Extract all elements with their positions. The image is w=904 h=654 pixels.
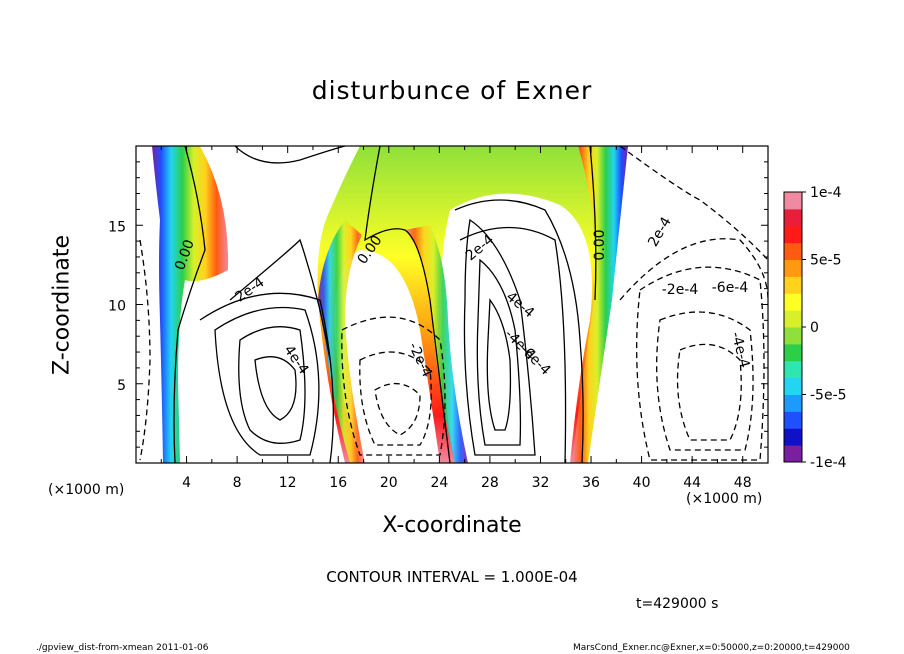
colorbar-label: -1e-4 — [810, 455, 847, 471]
contour-label: -6e-4 — [712, 280, 749, 296]
colorbar-segment — [784, 310, 802, 328]
footer-left: ./gpview_dist-from-xmean 2011-01-06 — [36, 643, 209, 653]
colorbar-segment — [784, 225, 802, 244]
x-tick-label: 40 — [633, 475, 651, 491]
contour-label: -4e-4 — [728, 330, 753, 370]
y-tick-label: 5 — [117, 378, 126, 394]
x-tick-label: 16 — [329, 475, 347, 491]
colorbar-label: 5e-5 — [810, 253, 841, 269]
shaded-band-right — [572, 146, 628, 463]
x-tick-label: 8 — [233, 475, 242, 491]
footer-right: MarsCond_Exner.nc@Exner,x=0:50000,z=0:20… — [573, 643, 850, 653]
dashed-contours — [139, 146, 768, 461]
contour-label-text: -4e-4 — [728, 330, 753, 370]
x-unit-right: (×1000 m) — [686, 491, 763, 507]
x-tick-label: 24 — [430, 475, 448, 491]
colorbar-label: -5e-5 — [810, 388, 847, 404]
x-axis-ticks: 4 8 12 16 20 24 28 32 36 40 44 48 — [160, 146, 752, 491]
shaded-band-center-inner — [405, 225, 468, 463]
colorbar-segment — [784, 208, 802, 227]
y-tick-label: 15 — [108, 219, 126, 235]
contour-label-text: -6e-4 — [516, 341, 553, 378]
contour-label-text: 2e-4 — [233, 274, 268, 305]
contour-label: 4e-4 — [280, 343, 311, 378]
colorbar-segment — [784, 394, 802, 412]
contour-label: 0.00 — [592, 229, 608, 260]
x-tick-label: 20 — [380, 475, 398, 491]
contour-interval: CONTOUR INTERVAL = 1.000E-04 — [326, 568, 578, 586]
x-tick-label: 12 — [279, 475, 297, 491]
x-tick-label: 36 — [582, 475, 600, 491]
contour-label: 2e-4 — [645, 214, 675, 249]
chart-title: disturbunce of Exner — [311, 76, 593, 105]
x-tick-label: 48 — [734, 475, 752, 491]
x-tick-label: 32 — [532, 475, 550, 491]
y-axis-label: Z-coordinate — [49, 235, 75, 375]
x-tick-label: 4 — [182, 475, 191, 491]
colorbar-segment — [784, 411, 802, 429]
colorbar-segment — [784, 293, 802, 311]
colorbar-segment — [784, 192, 802, 210]
colorbar: 1e-4 5e-5 0 -5e-5 -1e-4 — [783, 185, 847, 471]
colorbar-label: 0 — [810, 320, 819, 336]
shaded-band-center-left — [318, 220, 365, 463]
contour-label: -2e-4 — [662, 282, 699, 298]
x-axis-label: X-coordinate — [382, 513, 522, 538]
colorbar-segment — [784, 259, 802, 277]
x-unit-left: (×1000 m) — [48, 482, 125, 498]
colorbar-segment — [784, 445, 802, 463]
contour-label: 4e-4 — [503, 289, 537, 322]
shaded-band-left — [152, 146, 229, 463]
shaded-band-center — [317, 146, 613, 463]
contour-label-text: -6e-4 — [712, 280, 749, 296]
contour-label-text: 0.00 — [592, 229, 608, 260]
colorbar-label: 1e-4 — [810, 185, 842, 201]
contour-label-text: -2e-4 — [662, 282, 699, 298]
colorbar-segment — [784, 360, 802, 379]
contour-label-text: 4e-4 — [503, 289, 537, 322]
time-label: t=429000 s — [636, 596, 719, 612]
colorbar-segment — [784, 242, 802, 260]
solid-contours — [173, 146, 597, 463]
y-axis-ticks: 5 10 15 — [108, 161, 768, 448]
contour-label: -6e-4 — [516, 341, 553, 378]
x-tick-label: 28 — [481, 475, 499, 491]
colorbar-segment — [784, 428, 802, 446]
colorbar-segment — [784, 327, 802, 345]
colorbar-segment — [784, 343, 802, 362]
y-tick-label: 10 — [108, 299, 126, 315]
colorbar-segment — [784, 377, 802, 395]
x-tick-label: 44 — [683, 475, 701, 491]
colorbar-segment — [784, 276, 802, 294]
plot-fields — [139, 146, 768, 463]
